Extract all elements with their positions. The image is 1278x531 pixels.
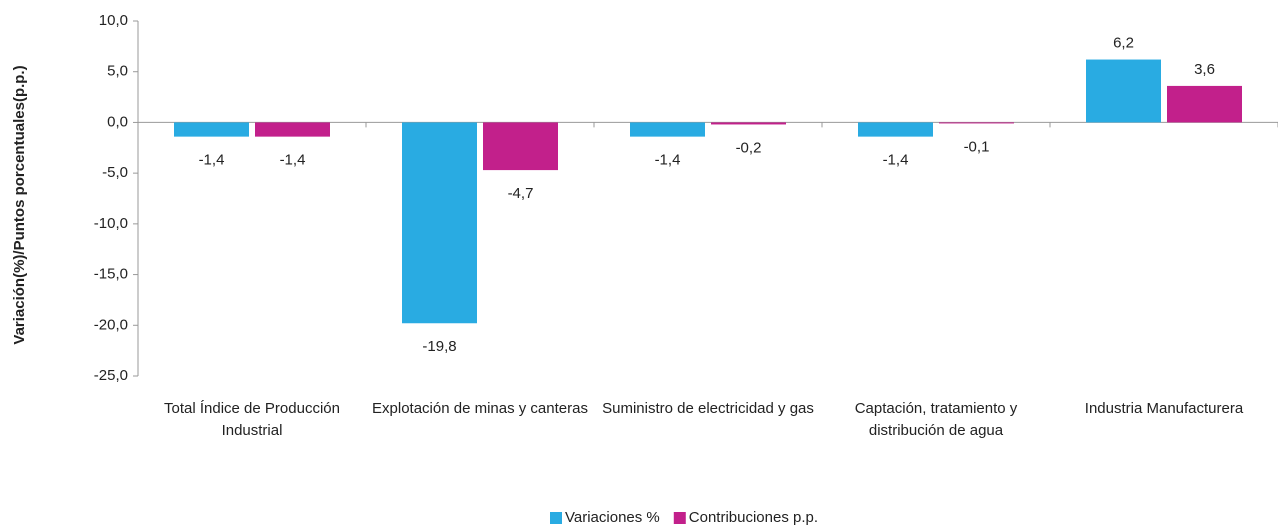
x-tick-label: Total Índice de Producción Industrial — [164, 400, 340, 439]
data-label: -1,4 — [280, 152, 306, 169]
legend-label: Contribuciones p.p. — [689, 509, 818, 526]
bar — [939, 122, 1014, 124]
legend-label: Variaciones % — [565, 509, 660, 526]
data-label: -1,4 — [883, 152, 909, 169]
legend-swatch — [673, 512, 686, 524]
legend-swatch — [550, 512, 562, 524]
x-tick-label: Captación, tratamiento y distribución de… — [854, 400, 1018, 439]
y-tick-label: 5,0 — [107, 63, 128, 80]
y-tick-label: -15,0 — [94, 266, 128, 283]
bar — [483, 122, 558, 171]
data-label: -4,7 — [508, 185, 534, 202]
bar — [255, 122, 330, 137]
data-label: -1,4 — [199, 152, 225, 169]
bar — [711, 122, 786, 125]
x-tick-label: Explotación de minas y canteras — [372, 400, 588, 417]
y-axis-label: Variación(%)/Puntos porcentuales(p.p.) — [11, 65, 28, 344]
y-tick-label: -25,0 — [94, 367, 128, 384]
y-tick-label: 0,0 — [107, 113, 128, 130]
bar — [1086, 59, 1161, 123]
x-tick-label: Industria Manufacturera — [1084, 400, 1244, 417]
data-label: 3,6 — [1194, 61, 1215, 78]
x-tick-label: Suministro de electricidad y gas — [602, 400, 814, 417]
bar — [1167, 85, 1242, 123]
data-label: 6,2 — [1113, 35, 1134, 52]
y-tick-label: -20,0 — [94, 316, 128, 333]
y-tick-label: -10,0 — [94, 215, 128, 232]
y-tick-label: 10,0 — [99, 12, 128, 29]
bar — [630, 122, 705, 137]
bar — [174, 122, 249, 137]
data-label: -0,1 — [964, 138, 990, 155]
y-tick-label: -5,0 — [102, 164, 128, 181]
bar — [402, 122, 477, 324]
data-label: -19,8 — [422, 338, 456, 355]
data-label: -1,4 — [655, 152, 681, 169]
data-label: -0,2 — [736, 139, 762, 156]
bar — [858, 122, 933, 137]
